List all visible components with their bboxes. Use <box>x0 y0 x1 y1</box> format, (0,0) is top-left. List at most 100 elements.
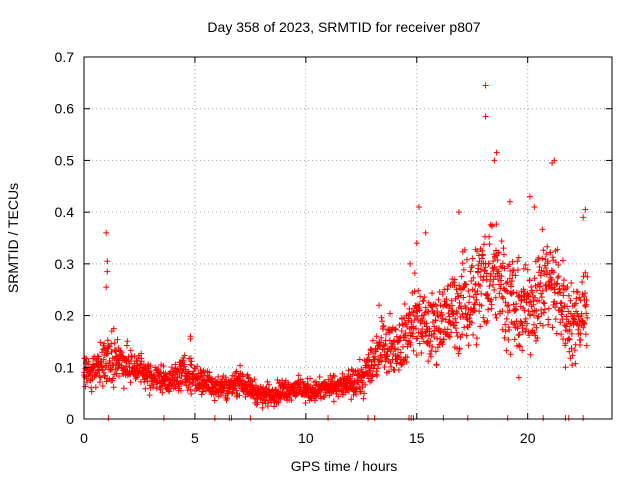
data-point <box>506 307 513 314</box>
data-point <box>446 333 453 340</box>
data-point <box>568 345 575 352</box>
data-point <box>108 340 115 347</box>
data-point <box>504 302 511 309</box>
data-point <box>439 341 446 348</box>
data-point-outlier <box>531 203 538 210</box>
data-point <box>540 247 547 254</box>
data-point <box>362 381 369 388</box>
data-point <box>87 367 94 374</box>
data-point <box>511 336 518 343</box>
data-point <box>465 287 472 294</box>
data-point <box>560 277 567 284</box>
data-point <box>166 388 173 395</box>
data-point <box>460 294 467 301</box>
data-point <box>421 294 428 301</box>
data-point-outlier <box>104 258 111 265</box>
data-point <box>348 396 355 403</box>
data-point <box>445 333 452 340</box>
data-point <box>573 295 580 302</box>
data-point <box>500 245 507 252</box>
data-point <box>416 307 423 314</box>
data-point <box>468 305 475 312</box>
data-point <box>449 275 456 282</box>
data-point <box>440 336 447 343</box>
data-point <box>211 397 218 404</box>
data-point <box>512 307 519 314</box>
data-point <box>489 222 496 229</box>
data-point <box>339 370 346 377</box>
data-point-outlier <box>413 240 420 247</box>
data-point <box>479 277 486 284</box>
data-point <box>422 304 429 311</box>
data-point <box>387 310 394 317</box>
data-point <box>566 326 573 333</box>
data-point-outlier <box>422 229 429 236</box>
data-point <box>486 233 493 240</box>
edge-marker <box>440 415 447 421</box>
data-point <box>438 318 445 325</box>
data-point <box>153 385 160 392</box>
data-point <box>557 300 564 307</box>
data-point <box>394 353 401 360</box>
data-point <box>505 336 512 343</box>
data-point <box>218 378 225 385</box>
data-point <box>180 358 187 365</box>
data-point <box>516 292 523 299</box>
data-point <box>469 262 476 269</box>
data-point <box>157 369 164 376</box>
data-point <box>409 309 416 316</box>
data-point <box>537 272 544 279</box>
data-point <box>537 280 544 287</box>
data-point <box>393 333 400 340</box>
data-point <box>277 396 284 403</box>
data-point <box>373 333 380 340</box>
x-tick-label: 10 <box>298 430 314 446</box>
data-point <box>433 302 440 309</box>
data-point <box>147 362 154 369</box>
data-point <box>159 389 166 396</box>
data-point <box>367 365 374 372</box>
data-point <box>500 295 507 302</box>
data-point <box>562 340 569 347</box>
data-point <box>558 304 565 311</box>
x-tick-label: 5 <box>191 430 199 446</box>
data-point <box>428 347 435 354</box>
y-tick-label: 0.3 <box>55 256 75 272</box>
data-point <box>95 353 102 360</box>
data-point <box>194 363 201 370</box>
data-point <box>460 266 467 273</box>
data-point <box>398 327 405 334</box>
data-point <box>412 325 419 332</box>
data-point <box>288 397 295 404</box>
data-point <box>499 293 506 300</box>
data-point <box>233 387 240 394</box>
data-point <box>342 389 349 396</box>
data-point <box>330 398 337 405</box>
data-point <box>363 362 370 369</box>
data-point <box>532 282 539 289</box>
data-point <box>237 362 244 369</box>
data-point <box>485 260 492 267</box>
data-point <box>532 294 539 301</box>
data-point <box>402 319 409 326</box>
edge-marker <box>211 415 218 421</box>
data-point <box>542 264 549 271</box>
data-point <box>449 311 456 318</box>
data-point <box>475 265 482 272</box>
edge-marker <box>562 415 569 421</box>
data-point <box>526 276 533 283</box>
data-point <box>492 311 499 318</box>
data-point <box>420 316 427 323</box>
data-point <box>383 331 390 338</box>
data-point <box>458 305 465 312</box>
edge-marker <box>325 415 332 421</box>
data-point <box>583 342 590 349</box>
data-point <box>128 354 135 361</box>
data-point <box>368 377 375 384</box>
data-point <box>410 347 417 354</box>
data-point <box>133 365 140 372</box>
data-point <box>95 366 102 373</box>
data-point <box>354 367 361 374</box>
data-point <box>558 331 565 338</box>
data-point <box>576 294 583 301</box>
